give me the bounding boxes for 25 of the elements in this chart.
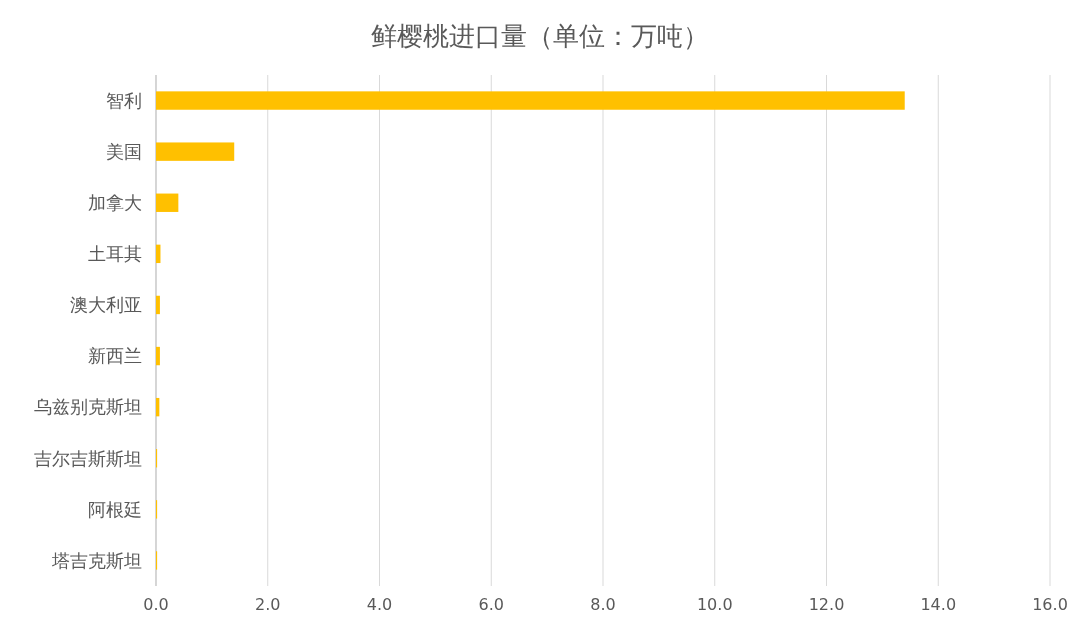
y-tick-label: 加拿大: [88, 192, 142, 214]
x-tick-label: 6.0: [478, 595, 504, 614]
x-tick-label: 16.0: [1032, 595, 1068, 614]
x-tick-label: 14.0: [920, 595, 957, 614]
y-tick-label: 阿根廷: [88, 498, 142, 520]
chart-title: 鲜樱桃进口量（单位：万吨）: [371, 21, 709, 51]
bar: [156, 91, 905, 110]
y-tick-label: 澳大利亚: [70, 294, 142, 316]
x-tick-label: 12.0: [808, 595, 845, 614]
bar: [156, 142, 235, 161]
y-tick-label: 新西兰: [88, 345, 142, 367]
x-tick-label: 2.0: [255, 595, 281, 614]
y-tick-label: 塔吉克斯坦: [51, 549, 142, 571]
y-tick-label: 土耳其: [88, 243, 142, 265]
y-tick-label: 乌兹别克斯坦: [34, 396, 142, 418]
y-tick-label: 智利: [106, 89, 142, 111]
y-tick-label: 吉尔吉斯斯坦: [34, 447, 142, 469]
bar: [156, 295, 160, 315]
x-tick-label: 10.0: [696, 595, 733, 614]
bar: [156, 346, 160, 366]
x-tick-label: 4.0: [366, 595, 393, 614]
y-tick-label: 美国: [106, 140, 142, 162]
x-tick-label: 8.0: [590, 595, 616, 614]
x-tick-label: 0.0: [143, 595, 169, 614]
bar: [156, 193, 179, 212]
